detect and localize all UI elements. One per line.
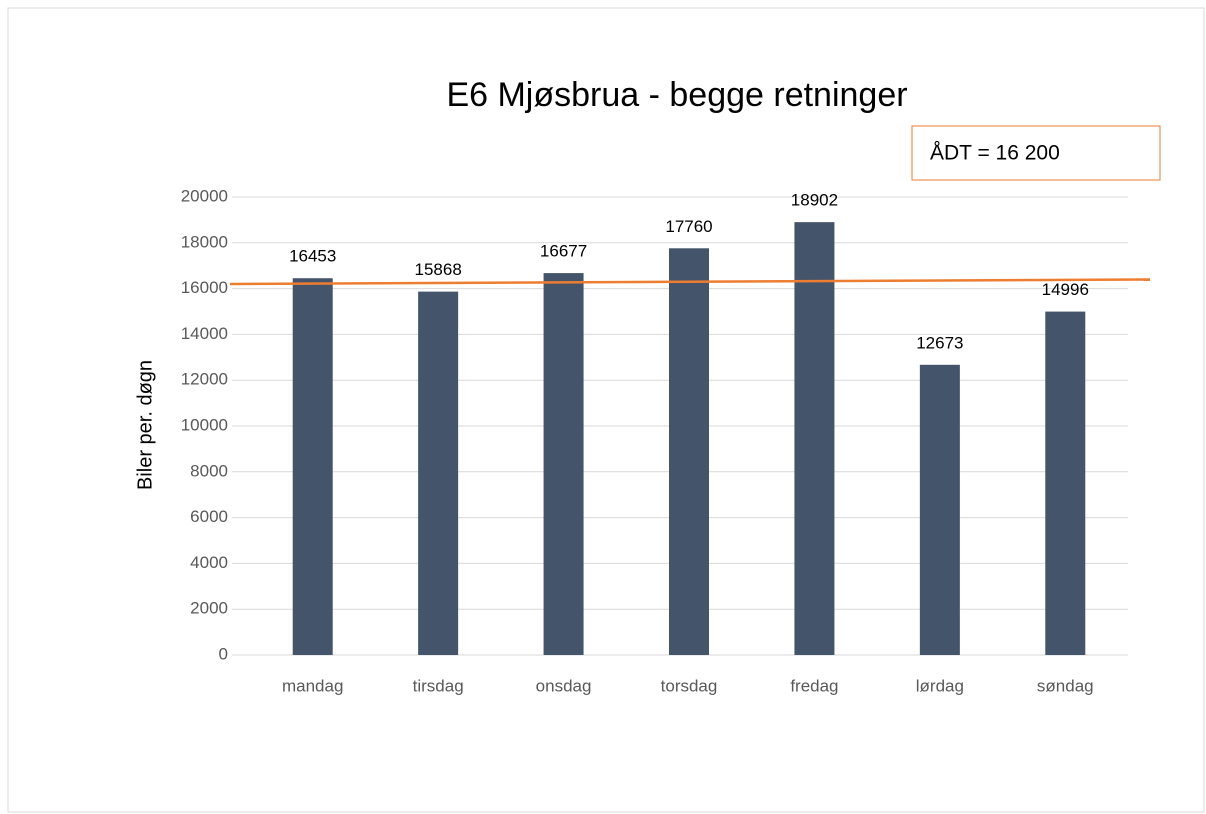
bar (292, 278, 333, 655)
reference-line (229, 278, 1151, 286)
y-tick-label: 0 (219, 644, 228, 663)
y-tick-label: 8000 (190, 461, 228, 480)
y-tick-label: 2000 (190, 599, 228, 618)
data-label: 17760 (665, 217, 712, 236)
y-tick-label: 20000 (181, 186, 228, 205)
data-label: 16677 (540, 242, 587, 261)
data-label: 18902 (791, 191, 838, 210)
data-label: 12673 (916, 333, 963, 352)
x-tick-label: torsdag (661, 676, 718, 695)
data-label: 15868 (415, 260, 462, 279)
bar (418, 291, 459, 655)
y-axis-label: Biler per. døgn (134, 360, 156, 490)
chart-title: E6 Mjøsbrua - begge retninger (446, 76, 907, 114)
bar (543, 273, 584, 655)
y-tick-label: 18000 (181, 232, 228, 251)
annotation-box (911, 125, 1161, 181)
x-tick-label: fredag (790, 676, 838, 695)
data-label: 14996 (1042, 280, 1089, 299)
y-tick-label: 12000 (181, 370, 228, 389)
y-tick-label: 6000 (190, 507, 228, 526)
x-tick-label: tirsdag (413, 676, 464, 695)
x-tick-label: onsdag (536, 676, 592, 695)
y-tick-label: 16000 (181, 278, 228, 297)
bar (919, 364, 960, 655)
bar (1045, 311, 1086, 655)
data-label: 16453 (289, 247, 336, 266)
y-tick-label: 14000 (181, 324, 228, 343)
bar (794, 222, 835, 655)
x-tick-label: lørdag (916, 676, 964, 695)
y-tick-label: 4000 (190, 553, 228, 572)
x-tick-label: mandag (282, 676, 343, 695)
annotation: ÅDT = 16 200 (930, 142, 1060, 165)
y-tick-label: 10000 (181, 415, 228, 434)
bar (669, 248, 709, 655)
x-tick-label: søndag (1037, 676, 1094, 695)
